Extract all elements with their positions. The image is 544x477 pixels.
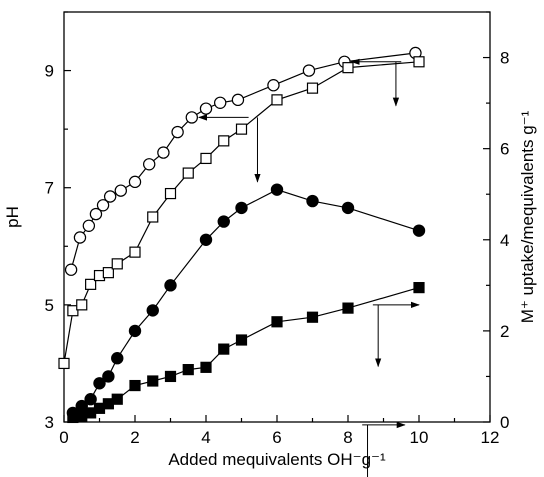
data-point xyxy=(64,263,78,276)
x-tick-labels: 0 2 4 6 8 10 12 xyxy=(59,428,499,447)
data-point xyxy=(67,305,79,317)
series-filled-square xyxy=(67,282,425,424)
series-layer xyxy=(58,46,426,424)
data-point xyxy=(199,102,213,115)
x-tick-label: 2 xyxy=(130,428,139,447)
data-point xyxy=(306,194,319,208)
data-point xyxy=(96,199,110,212)
data-point xyxy=(111,393,123,405)
data-point xyxy=(342,302,354,314)
y-tick-label: 9 xyxy=(45,62,54,81)
data-point xyxy=(413,56,425,68)
data-point xyxy=(218,343,230,355)
x-axis-title: Added mequivalents OH⁻g⁻¹ xyxy=(168,450,386,469)
series-line xyxy=(70,52,416,270)
y-tick-label: 7 xyxy=(45,179,54,198)
data-point xyxy=(89,207,103,221)
data-point xyxy=(164,279,177,292)
data-point xyxy=(231,93,245,107)
x-tick-label: 4 xyxy=(201,428,210,447)
data-point xyxy=(200,152,212,165)
data-point xyxy=(102,370,115,383)
data-point xyxy=(235,334,248,346)
data-point xyxy=(271,316,283,328)
annotation-layer xyxy=(197,58,420,477)
y2-axis-title: M⁺ uptake/mequivalents g⁻¹ xyxy=(518,110,537,323)
data-point xyxy=(111,258,123,270)
data-point xyxy=(185,111,198,124)
data-point xyxy=(84,393,97,406)
data-point xyxy=(306,311,319,323)
y2-tick-label: 6 xyxy=(500,140,509,159)
data-point xyxy=(147,375,159,387)
data-point xyxy=(270,183,284,196)
data-point xyxy=(111,352,124,365)
series-filled-circle xyxy=(66,183,426,420)
series-line xyxy=(72,287,420,418)
data-point xyxy=(171,125,184,139)
data-point xyxy=(76,299,88,311)
data-point xyxy=(85,278,97,290)
x-tick-label: 12 xyxy=(481,428,500,447)
data-point xyxy=(142,158,156,171)
data-point xyxy=(82,219,96,232)
data-point xyxy=(103,190,117,203)
data-point xyxy=(271,94,283,106)
x-tick-label: 0 xyxy=(59,428,68,447)
data-point xyxy=(341,201,355,215)
data-point xyxy=(146,304,159,317)
y-tick-label: 5 xyxy=(45,296,54,315)
data-point xyxy=(218,135,230,147)
data-point xyxy=(306,82,319,94)
y-tick-labels: 3 5 7 9 xyxy=(45,62,54,432)
y-axis-title: pH xyxy=(3,206,22,228)
y2-tick-label: 4 xyxy=(500,231,509,250)
data-point xyxy=(342,62,354,74)
x-tick-label: 8 xyxy=(343,428,352,447)
data-point xyxy=(129,246,141,258)
data-point xyxy=(114,184,128,197)
data-point xyxy=(73,231,87,244)
x-tick-label: 10 xyxy=(410,428,429,447)
data-point xyxy=(129,379,141,392)
y2-tick-label: 2 xyxy=(500,322,509,341)
data-point xyxy=(164,370,177,383)
data-point xyxy=(58,357,70,370)
y2-tick-label: 8 xyxy=(500,49,509,68)
data-point xyxy=(147,211,159,223)
data-point xyxy=(93,377,106,390)
data-point xyxy=(128,175,142,189)
y2-tick-labels: 0 2 4 6 8 xyxy=(500,49,509,432)
data-point xyxy=(182,167,194,179)
data-point xyxy=(102,267,114,279)
series-open-square xyxy=(58,56,425,370)
data-point xyxy=(412,224,426,237)
data-point xyxy=(302,64,316,77)
data-point xyxy=(213,96,227,109)
data-point xyxy=(157,146,170,159)
axis-ticks xyxy=(63,11,491,423)
x-tick-label: 6 xyxy=(272,428,281,447)
data-point xyxy=(199,233,213,246)
data-point xyxy=(413,282,425,294)
series-line xyxy=(72,189,420,414)
data-point xyxy=(235,123,248,135)
y2-tick-label: 0 xyxy=(500,413,509,432)
y-tick-label: 3 xyxy=(45,413,54,432)
plot-frame xyxy=(63,11,491,423)
data-point xyxy=(182,364,194,376)
data-point xyxy=(217,215,230,228)
data-point xyxy=(200,361,212,373)
series-open-circle xyxy=(64,46,422,276)
data-point xyxy=(128,324,142,338)
data-point xyxy=(267,79,280,92)
data-point xyxy=(235,201,248,215)
data-point xyxy=(164,187,177,200)
